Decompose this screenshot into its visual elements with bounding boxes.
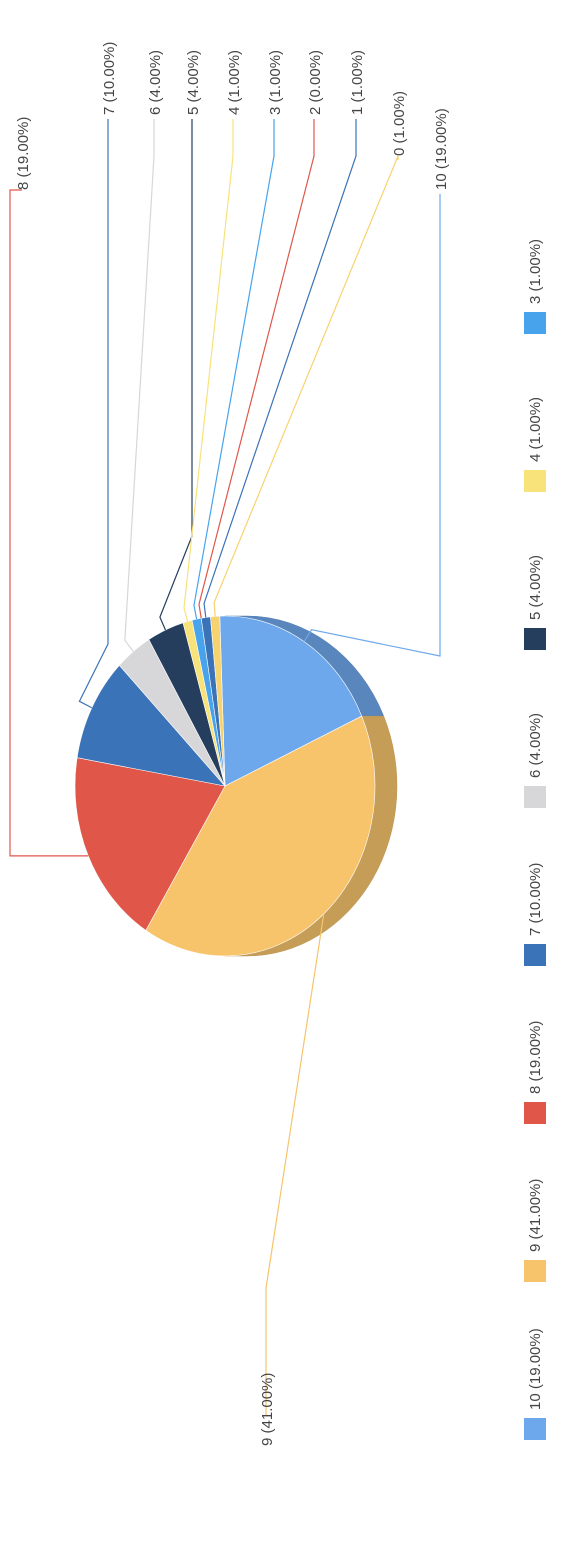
legend-swatch-5 bbox=[524, 628, 546, 650]
leader-line-4 bbox=[183, 119, 234, 622]
pie-label-10: 10 (19.00%) bbox=[433, 108, 450, 190]
pie-label-6: 6 (4.00%) bbox=[147, 50, 164, 115]
leader-line-0 bbox=[213, 155, 399, 617]
pie-label-4: 4 (1.00%) bbox=[226, 50, 243, 115]
pie-slice-8 bbox=[74, 757, 226, 931]
legend-label-1: 9 (41.00%) bbox=[527, 1179, 544, 1252]
pie-label-8: 8 (19.00%) bbox=[15, 117, 32, 190]
pie-label-1: 1 (1.00%) bbox=[349, 50, 366, 115]
legend-swatch-4 bbox=[524, 786, 546, 808]
legend-label-7: 3 (1.00%) bbox=[527, 239, 544, 304]
legend-swatch-1 bbox=[524, 1260, 546, 1282]
legend-label-3: 7 (10.00%) bbox=[527, 863, 544, 936]
pie-label-3: 3 (1.00%) bbox=[267, 50, 284, 115]
leader-line-1 bbox=[203, 119, 357, 618]
leader-line-8 bbox=[9, 189, 89, 857]
pie-label-5: 5 (4.00%) bbox=[185, 50, 202, 115]
pie-slice-10 bbox=[219, 615, 363, 787]
legend-swatch-2 bbox=[524, 1102, 546, 1124]
legend-label-2: 8 (19.00%) bbox=[527, 1021, 544, 1094]
leader-line-2 bbox=[198, 119, 315, 619]
legend-label-4: 6 (4.00%) bbox=[527, 713, 544, 778]
legend-label-0: 10 (19.00%) bbox=[527, 1328, 544, 1410]
leader-line-7 bbox=[78, 119, 109, 709]
leader-line-6 bbox=[124, 119, 155, 652]
pie-label-0: 0 (1.00%) bbox=[391, 91, 408, 156]
leader-line-9 bbox=[265, 913, 325, 1416]
leader-line-10 bbox=[303, 194, 441, 657]
legend-label-5: 5 (4.00%) bbox=[527, 555, 544, 620]
pie-label-7: 7 (10.00%) bbox=[101, 42, 118, 115]
legend-swatch-6 bbox=[524, 470, 546, 492]
legend-swatch-0 bbox=[524, 1418, 546, 1440]
pie-slice-0 bbox=[210, 615, 226, 787]
pie-label-9: 9 (41.00%) bbox=[259, 1373, 276, 1446]
legend-label-6: 4 (1.00%) bbox=[527, 397, 544, 462]
legend-swatch-7 bbox=[524, 312, 546, 334]
pie-label-2: 2 (0.00%) bbox=[307, 50, 324, 115]
legend-swatch-3 bbox=[524, 944, 546, 966]
leader-line-5 bbox=[159, 119, 193, 631]
leader-line-3 bbox=[193, 119, 275, 620]
